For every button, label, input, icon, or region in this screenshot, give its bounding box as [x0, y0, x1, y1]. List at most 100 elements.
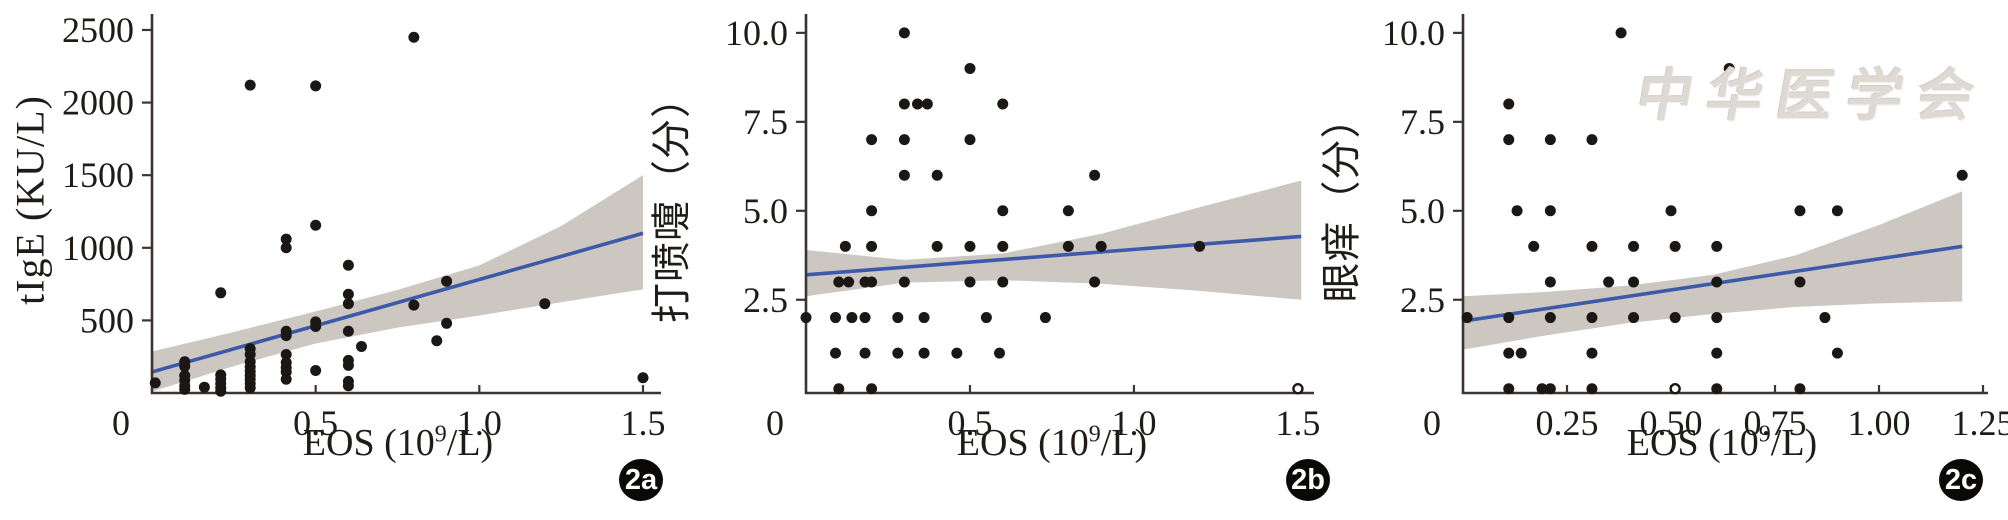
data-point: [830, 347, 842, 359]
data-point: [280, 233, 292, 245]
data-point: [1669, 312, 1681, 324]
x-tick-label: 1.0: [1111, 403, 1156, 443]
x-title-text: /L): [1100, 422, 1148, 464]
data-point: [1503, 98, 1515, 110]
data-point: [800, 312, 812, 324]
x-title-text: EOS (10: [1626, 422, 1759, 464]
data-point: [1062, 240, 1074, 252]
data-point: [179, 383, 191, 395]
data-point: [1503, 134, 1515, 146]
y-tick-label: 2000: [62, 83, 134, 123]
data-point: [1723, 62, 1735, 74]
data-point: [1603, 276, 1615, 288]
axes-lines: [1461, 14, 1988, 395]
x-axis-title-2a: EOS (109/L): [303, 421, 493, 465]
data-point: [342, 325, 354, 337]
data-point: [866, 134, 878, 146]
data-point: [1586, 312, 1598, 324]
x-axis-title-2c: EOS (109/L): [1627, 421, 1817, 465]
data-point: [1794, 276, 1806, 288]
axes-lines: [804, 14, 1314, 395]
data-point: [931, 169, 943, 181]
data-point: [1586, 383, 1598, 395]
y-tick-label: 1000: [62, 228, 134, 268]
data-point: [441, 275, 453, 287]
x-title-superscript: 9: [1758, 421, 1771, 448]
data-point: [179, 360, 191, 372]
x-tick-label: 0: [1423, 403, 1441, 443]
data-point: [1711, 276, 1723, 288]
data-point: [839, 240, 851, 252]
data-point: [898, 276, 910, 288]
data-point: [951, 347, 963, 359]
confidence-band: [152, 175, 643, 392]
y-tick-label: 1500: [62, 155, 134, 195]
data-point: [355, 341, 367, 353]
data-point: [1628, 312, 1640, 324]
data-point: [1711, 347, 1723, 359]
y-tick-label: 5.0: [1400, 191, 1445, 231]
confidence-band: [1463, 191, 1963, 350]
open-data-point: [1292, 383, 1304, 395]
data-point: [859, 312, 871, 324]
y-tick-label: 5.0: [743, 191, 788, 231]
data-point: [637, 372, 649, 384]
data-point: [539, 298, 551, 310]
data-point: [997, 205, 1009, 217]
data-point: [1956, 169, 1968, 181]
data-point: [866, 276, 878, 288]
data-point: [830, 312, 842, 324]
data-point: [244, 79, 256, 91]
data-point: [931, 240, 943, 252]
data-point: [1711, 240, 1723, 252]
data-point: [198, 381, 210, 393]
data-point: [912, 98, 924, 110]
data-point: [859, 347, 871, 359]
data-point: [1628, 240, 1640, 252]
y-tick-label: 2.5: [743, 280, 788, 320]
data-point: [1095, 240, 1107, 252]
data-point: [833, 276, 845, 288]
data-point: [280, 349, 292, 361]
regression-line: [805, 234, 1302, 277]
data-point: [310, 80, 322, 92]
data-point: [310, 364, 322, 376]
data-point: [1831, 347, 1843, 359]
data-point: [310, 320, 322, 332]
data-point: [892, 312, 904, 324]
x-axis-title-2b: EOS (109/L): [957, 421, 1147, 465]
x-tick-label: 0.50: [1640, 403, 1703, 443]
axes-lines: [150, 14, 661, 395]
data-point: [980, 312, 992, 324]
data-point: [993, 347, 1005, 359]
data-point: [997, 276, 1009, 288]
x-title-text: /L): [446, 422, 494, 464]
data-point: [1544, 312, 1556, 324]
data-point: [280, 242, 292, 254]
data-point: [342, 380, 354, 392]
data-point: [1515, 347, 1527, 359]
data-point: [1586, 240, 1598, 252]
x-title-text: /L): [1770, 422, 1818, 464]
x-title-superscript: 9: [434, 421, 447, 448]
data-point: [1819, 312, 1831, 324]
data-point: [898, 169, 910, 181]
x-tick-label: 1.5: [620, 403, 665, 443]
data-point: [1544, 205, 1556, 217]
data-point: [846, 312, 858, 324]
data-point: [1586, 134, 1598, 146]
data-point: [921, 98, 933, 110]
data-point: [1628, 276, 1640, 288]
data-point: [215, 385, 227, 397]
x-title-superscript: 9: [1088, 421, 1101, 448]
x-tick-label: 1.0: [457, 403, 502, 443]
x-tick-label: 1.00: [1848, 403, 1911, 443]
x-tick-label: 0.5: [947, 403, 992, 443]
x-tick-label: 1.25: [1952, 403, 2008, 443]
y-axis-title-2b: 打喷嚏（分）: [649, 77, 694, 323]
panel-badge-2c: 2c: [1939, 459, 1983, 501]
data-point: [1503, 383, 1515, 395]
data-point: [408, 299, 420, 311]
data-point: [1089, 276, 1101, 288]
